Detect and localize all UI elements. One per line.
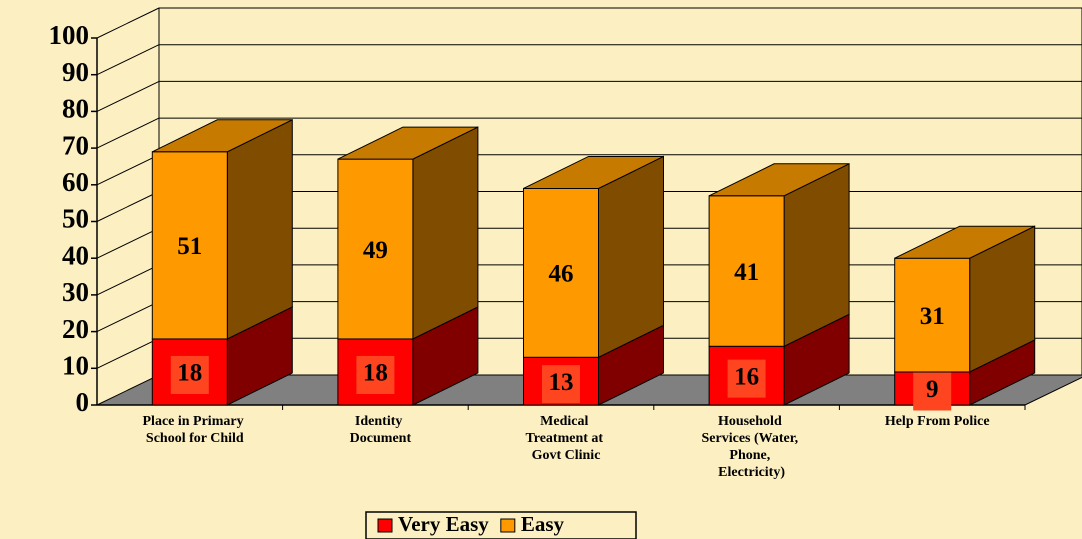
value-label: 13 (549, 369, 574, 396)
y-tick-label: 60 (62, 167, 89, 197)
grid-line-side (96, 191, 160, 222)
x-tick-label-line: Document (350, 431, 412, 446)
grid-line-side (96, 227, 160, 259)
value-label-bg (542, 365, 580, 404)
value-label: 16 (734, 363, 759, 390)
y-tick-label: 30 (62, 277, 89, 307)
x-tick-label: Identity Document (350, 414, 412, 446)
x-tick-label: Help From Police (885, 414, 990, 429)
grid-line-side (96, 7, 160, 39)
x-tick-label-line: School for Child (146, 431, 244, 446)
y-tick-label: 40 (62, 240, 89, 270)
y-tick-label: 10 (62, 351, 89, 381)
y-tick-label: 70 (62, 130, 89, 160)
x-tick-label: Medical Treatment at Govt Clinic (525, 414, 606, 463)
value-label-bg (727, 359, 766, 398)
value-label: 49 (363, 237, 388, 264)
y-tick-label: 100 (49, 20, 90, 50)
value-label: 51 (177, 233, 202, 260)
bar (151, 151, 228, 340)
legend-swatch (377, 518, 393, 533)
y-tick-label: 20 (62, 314, 89, 344)
x-tick-label-line: Services (Water, (702, 431, 802, 446)
bar (894, 257, 971, 373)
value-label: 41 (734, 259, 759, 286)
value-label: 18 (363, 360, 388, 387)
grid-line-side (96, 44, 160, 76)
bar-top (152, 119, 293, 153)
value-label: 31 (920, 303, 945, 330)
legend-label: Easy (521, 512, 565, 536)
value-label-bg (913, 372, 952, 411)
x-tick-label-line: Treatment at (525, 431, 606, 446)
x-tick-label-line: Place in Primary (143, 414, 248, 429)
grid-line-side (96, 337, 160, 369)
legend-label: Very Easy (398, 512, 489, 536)
legend-swatch (500, 518, 516, 533)
bar-top (708, 163, 850, 197)
bar-top (894, 225, 1035, 259)
bar (708, 195, 785, 347)
bar (523, 187, 599, 358)
x-tick-label-line: Medical (540, 414, 592, 429)
x-tick-label-line: Identity (355, 414, 406, 429)
x-tick-label: Household Services (Water, Phone, Electr… (702, 414, 802, 480)
value-label-bg (170, 355, 209, 394)
grid-line-side (96, 80, 160, 112)
x-tick-label-line: Electricity) (718, 465, 785, 480)
value-label: 9 (926, 376, 939, 403)
x-tick-label-line: Phone, (729, 448, 773, 463)
value-label: 46 (549, 261, 574, 288)
x-tick-label-line: Help From Police (885, 414, 990, 429)
value-label-bg (356, 355, 395, 394)
bar-side (412, 126, 479, 340)
x-tick-label-line: Household (718, 414, 785, 429)
grid-line-side (96, 117, 160, 149)
value-label: 18 (177, 360, 202, 387)
bar-side (598, 155, 664, 359)
bar-top (523, 155, 664, 189)
bar-side (226, 118, 293, 340)
bar-top (337, 126, 479, 160)
y-tick-label: 80 (62, 94, 89, 124)
grid-line-side (96, 154, 160, 186)
y-tick-label: 50 (62, 204, 89, 234)
y-tick-label: 90 (62, 57, 89, 87)
grid-line-side (96, 301, 160, 333)
bar (337, 158, 414, 340)
grid-line-side (96, 264, 160, 296)
x-tick-label-line: Govt Clinic (532, 448, 601, 463)
x-tick-label: Place in Primary School for Child (143, 414, 248, 446)
y-tick-label: 0 (76, 387, 90, 417)
